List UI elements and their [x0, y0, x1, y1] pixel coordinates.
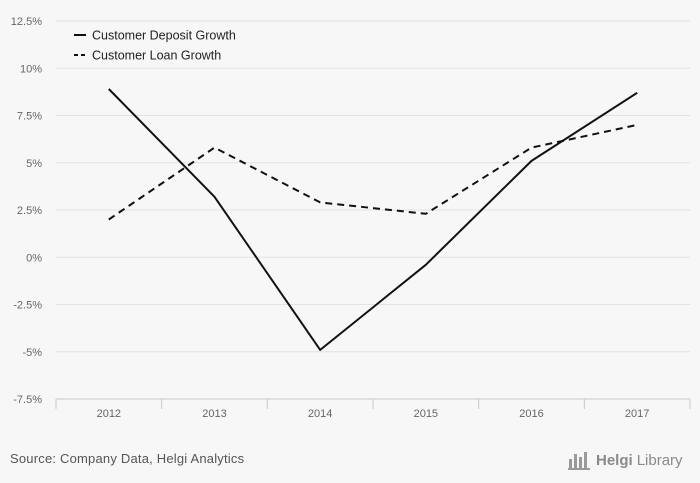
- brand-logo: Helgi Library: [568, 448, 683, 472]
- line-chart: 12.5%10%7.5%5%2.5%0%-2.5%-5%-7.5% 2012 20…: [11, 16, 691, 420]
- customer-loan-growth-line: [108, 123, 638, 221]
- legend-label: Customer Loan Growth: [92, 49, 221, 63]
- y-tick-label: -5%: [22, 347, 42, 359]
- y-tick-label: 10%: [20, 63, 42, 75]
- legend: Customer Deposit Growth Customer Loan Gro…: [74, 29, 236, 63]
- x-tick-label: 2016: [519, 408, 543, 420]
- y-tick-label: -7.5%: [13, 394, 42, 406]
- grid-lines: [56, 20, 690, 353]
- legend-label: Customer Deposit Growth: [92, 29, 236, 43]
- source-note: Source: Company Data, Helgi Analytics: [10, 451, 245, 466]
- x-tick-label: 2017: [625, 408, 649, 420]
- x-tick-label: 2013: [202, 408, 226, 420]
- customer-deposit-growth-line: [108, 88, 638, 351]
- x-tick-label: 2012: [97, 408, 121, 420]
- x-tick-label: 2015: [414, 408, 438, 420]
- y-tick-label: 2.5%: [17, 205, 42, 217]
- brand-name: Helgi: [596, 451, 633, 469]
- x-axis: 2012 2013 2014 2015 2016 2017: [55, 398, 691, 420]
- bar-stack-icon: [568, 452, 590, 470]
- y-tick-label: -2.5%: [13, 300, 42, 312]
- y-tick-label: 0%: [26, 252, 42, 264]
- y-axis: 12.5% 10% 7.5% 5% 2.5% 0% -2.5% -5% -7.5%: [11, 16, 42, 406]
- x-tick-label: 2014: [308, 408, 332, 420]
- y-tick-label: 12.5%: [11, 16, 42, 28]
- y-tick-label: 5%: [26, 158, 42, 170]
- series-lines: [108, 88, 638, 351]
- y-tick-label: 7.5%: [17, 111, 42, 123]
- brand-suffix: Library: [636, 451, 683, 469]
